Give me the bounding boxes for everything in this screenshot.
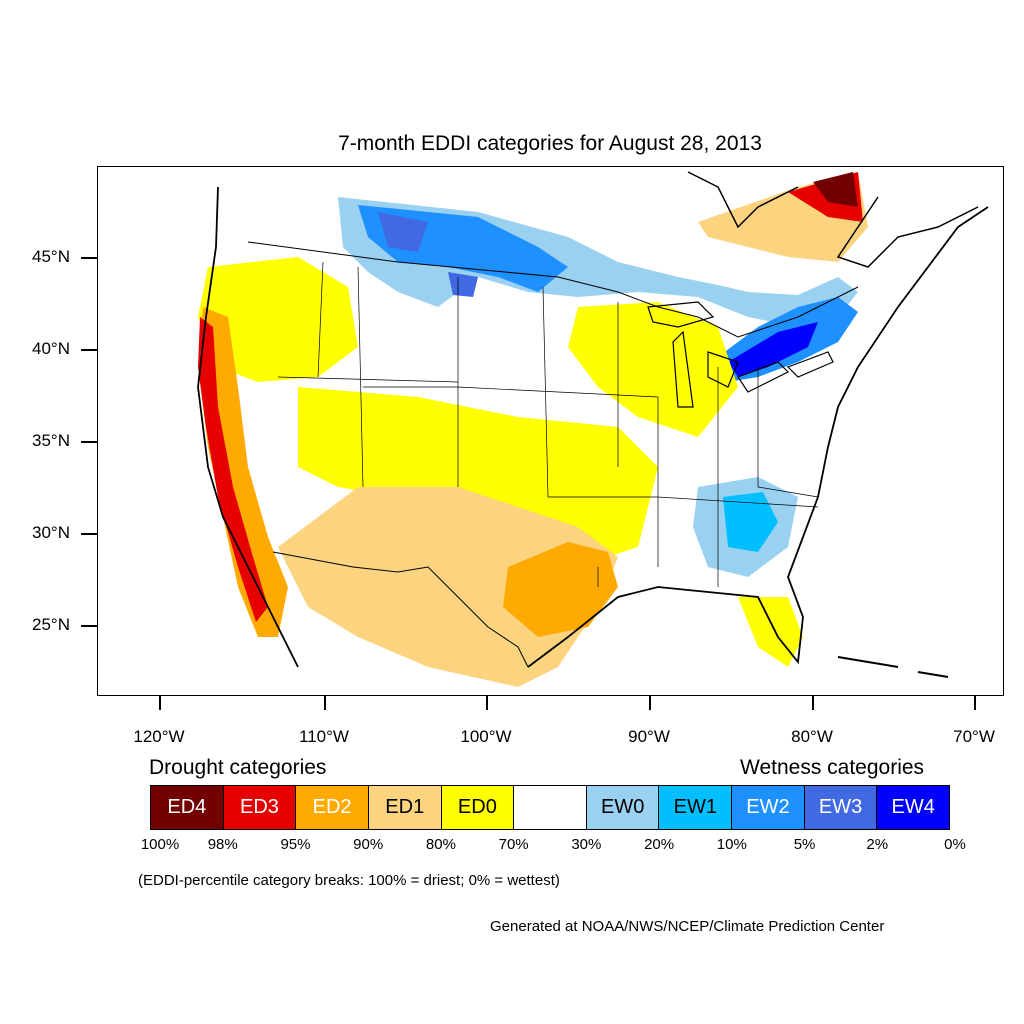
lat-tick bbox=[81, 533, 97, 535]
percentile-label: 100% bbox=[140, 836, 180, 853]
lat-tick bbox=[81, 257, 97, 259]
percentile-label: 2% bbox=[866, 836, 889, 853]
percentile-label: 70% bbox=[498, 836, 529, 853]
percentile-label: 90% bbox=[353, 836, 384, 853]
dry-region-west-coast-severe bbox=[198, 317, 268, 622]
caribbean-islands bbox=[837, 656, 949, 678]
percentile-label: 20% bbox=[644, 836, 675, 853]
lon-label-90: 90°W bbox=[628, 727, 670, 746]
legend-box: EW3 bbox=[804, 786, 878, 829]
lon-label-100: 100°W bbox=[460, 727, 512, 746]
percentile-label: 80% bbox=[425, 836, 456, 853]
map-panel bbox=[97, 166, 1004, 696]
lon-tick bbox=[812, 696, 814, 710]
lat-tick bbox=[81, 625, 97, 627]
wet-region-northeast-deep bbox=[728, 322, 818, 377]
percentile-label: 5% bbox=[793, 836, 816, 853]
percentile-label: 95% bbox=[280, 836, 311, 853]
credit-line: Generated at NOAA/NWS/NCEP/Climate Predi… bbox=[490, 918, 885, 935]
lon-tick bbox=[974, 696, 976, 710]
percentile-label: 30% bbox=[571, 836, 602, 853]
legend-box: ED0 bbox=[441, 786, 515, 829]
boundaries bbox=[247, 241, 859, 668]
percentile-label: 0% bbox=[944, 836, 966, 853]
lat-label-35: 35°N bbox=[32, 431, 70, 450]
lon-tick bbox=[649, 696, 651, 710]
legend-box: ED4 bbox=[151, 786, 224, 829]
wet-region-deep bbox=[378, 212, 478, 297]
lat-label-25: 25°N bbox=[32, 615, 70, 634]
lon-label-120: 120°W bbox=[133, 727, 185, 746]
us-canada-border bbox=[247, 241, 859, 338]
legend-box: EW2 bbox=[732, 786, 805, 829]
lon-label-80: 80°W bbox=[791, 727, 833, 746]
map-title: 7-month EDDI categories for August 28, 2… bbox=[338, 132, 762, 155]
west-coastline bbox=[197, 186, 299, 668]
legend-box: EW4 bbox=[877, 786, 950, 829]
dry-region-quebec-extreme bbox=[813, 172, 858, 207]
dry-region-texas bbox=[503, 542, 618, 637]
legend-box: EW0 bbox=[586, 786, 660, 829]
lon-tick bbox=[159, 696, 161, 710]
wetness-heading: Wetness categories bbox=[740, 756, 925, 779]
dry-region-west-coast bbox=[198, 307, 288, 637]
legend-color-bar: ED4 ED3 ED2 ED1 ED0 EW0 EW1 EW2 EW3 EW4 bbox=[150, 785, 950, 830]
lat-label-40: 40°N bbox=[32, 339, 70, 358]
percentile-label: 10% bbox=[716, 836, 747, 853]
state-lines bbox=[277, 261, 819, 587]
lon-tick bbox=[486, 696, 488, 710]
legend-box: EW1 bbox=[659, 786, 733, 829]
legend-box: ED1 bbox=[368, 786, 442, 829]
lat-tick bbox=[81, 349, 97, 351]
lon-label-110: 110°W bbox=[299, 727, 349, 746]
eddi-map bbox=[197, 171, 989, 687]
lat-label-30: 30°N bbox=[32, 523, 70, 542]
legend-box: ED3 bbox=[223, 786, 297, 829]
legend-box: ED2 bbox=[296, 786, 369, 829]
lat-tick bbox=[81, 441, 97, 443]
legend-box bbox=[514, 786, 587, 829]
north-coastline bbox=[687, 171, 979, 268]
lon-tick bbox=[324, 696, 326, 710]
percentile-label: 98% bbox=[207, 836, 238, 853]
us-mexico-border bbox=[272, 551, 529, 668]
lon-label-70: 70°W bbox=[953, 727, 995, 746]
drought-heading: Drought categories bbox=[149, 756, 327, 779]
wet-region-southeast-core bbox=[723, 492, 778, 552]
great-lakes bbox=[647, 301, 834, 408]
dry-region-florida bbox=[738, 597, 803, 667]
east-coastline bbox=[527, 206, 989, 668]
dry-region-northern-tier bbox=[198, 257, 738, 437]
category-breaks-note: (EDDI-percentile category breaks: 100% =… bbox=[138, 872, 560, 889]
lat-label-45: 45°N bbox=[32, 247, 70, 266]
dry-region-central bbox=[298, 387, 658, 567]
